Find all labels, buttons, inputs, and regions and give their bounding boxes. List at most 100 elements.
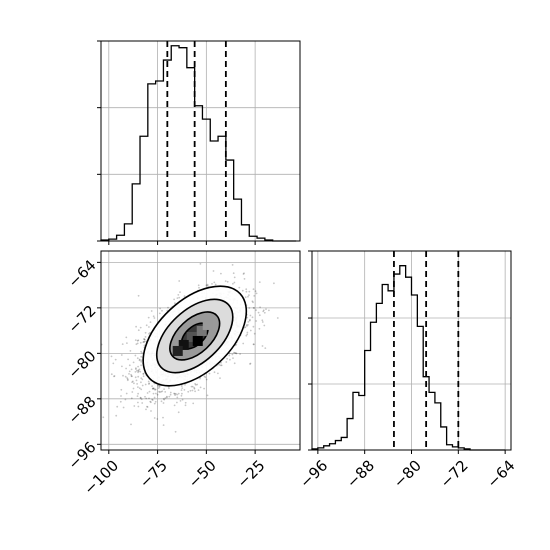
scatter-point [205,284,208,287]
scatter-point [137,369,140,372]
scatter-point [220,364,223,367]
y-hist-tick-label-1: −88 [343,456,378,491]
scatter-point [137,365,140,368]
scatter-point [146,406,149,408]
density-cell [172,345,183,356]
scatter-point [262,309,265,312]
density-cell [202,319,213,330]
scatter-point [156,418,159,420]
scatter-point [252,288,255,291]
scatter-point [198,286,200,289]
scatter-point [205,378,208,381]
scatter-point [176,297,179,299]
scatter-point [141,352,144,354]
density-cell [178,339,189,350]
scatter-point [193,387,196,390]
scatter-point [152,387,155,390]
scatter-point [193,386,196,389]
scatter-point [113,375,116,377]
scatter-point [143,338,146,341]
scatter-point [138,387,141,390]
scatter-point [155,392,157,395]
scatter-point [166,395,168,398]
scatter-point [255,320,258,322]
scatter-point [234,352,236,354]
scatter-point [150,401,152,404]
scatter-point [131,381,134,383]
scatter-point [137,370,140,373]
scatter-point [125,336,128,339]
scatter-point [245,324,248,326]
scatter-point [239,353,242,355]
scatter-point [184,404,187,407]
scatter-point [173,298,176,301]
scatter-point [144,336,147,338]
scatter-point [158,386,161,388]
scatter-point [167,306,169,309]
scatter-point [262,310,265,313]
y-tick-label-4: −96 [64,438,99,473]
scatter-point [253,295,256,297]
scatter-frame [100,250,301,451]
scatter-point [132,361,135,364]
scatter-point [124,375,127,378]
scatter-point [126,379,129,382]
scatter-point [130,368,133,371]
scatter-point [146,405,148,408]
scatter-point [258,314,261,317]
scatter-point [213,371,216,374]
scatter-point [145,397,148,400]
scatter-point [245,290,248,293]
scatter-point [132,380,134,383]
scatter-point [144,331,147,334]
scatter-point [178,280,181,282]
scatter-point [206,284,209,287]
scatter-point [131,391,134,393]
scatter-point [183,389,186,391]
scatter-point [127,358,129,361]
scatter-point [253,332,256,335]
scatter-2d-panel: −100 −75 −50 −25−64−72−80−88−96 [64,250,301,498]
scatter-point [149,400,152,403]
scatter-point [102,416,105,419]
scatter-point [176,396,179,399]
scatter-point [119,400,122,403]
scatter-point [139,397,142,399]
scatter-point [245,288,248,291]
scatter-point [265,308,267,310]
scatter-point [195,384,197,386]
scatter-point [214,283,217,286]
scatter-point [261,321,264,323]
scatter-point [232,272,235,275]
scatter-point [135,325,138,328]
scatter-point [251,300,254,303]
density-cell [196,325,207,336]
scatter-point [158,312,161,315]
scatter-point [122,374,124,377]
scatter-point [164,391,167,393]
scatter-point [161,390,164,393]
scatter-point [235,343,238,346]
scatter-point [160,400,163,403]
scatter-point [247,321,250,323]
scatter-point [218,363,221,366]
scatter-point [140,359,143,362]
scatter-point [140,398,143,401]
scatter-point [264,347,267,349]
scatter-point [191,385,194,388]
scatter-point [160,390,163,393]
scatter-point [137,392,140,395]
scatter-point [163,388,166,390]
scatter-point [125,367,127,370]
scatter-point [220,361,222,364]
scatter-point [246,333,249,336]
y-hist-tick-label-0: −96 [296,456,331,491]
scatter-point [179,291,181,293]
scatter-point [238,286,241,289]
scatter-point [174,392,177,395]
histogram-y-panel: −96 −88 −80 −72 −64 [296,250,519,492]
scatter-point [253,307,256,309]
scatter-point [162,402,165,404]
scatter-point [183,295,186,297]
scatter-point [162,416,164,419]
